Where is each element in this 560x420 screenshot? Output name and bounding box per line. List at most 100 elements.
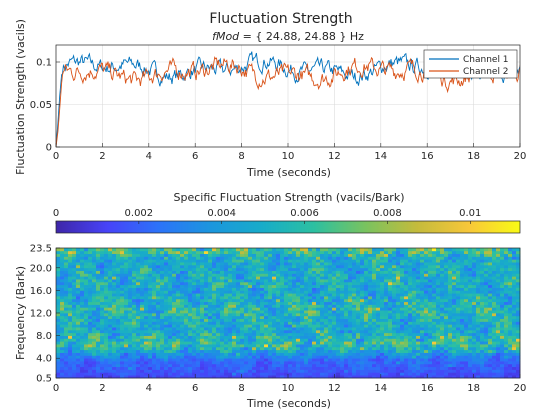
heatmap-cell <box>156 276 161 280</box>
heatmap-cell <box>132 290 137 294</box>
heatmap-cell <box>152 355 157 359</box>
heatmap-cell <box>292 318 297 322</box>
heatmap-cell <box>356 361 361 365</box>
heatmap-cell <box>456 375 461 379</box>
heatmap-cell <box>116 363 121 368</box>
heatmap-cell <box>156 318 161 322</box>
heatmap-cell <box>208 318 213 322</box>
heatmap-cell <box>244 324 249 328</box>
heatmap-cell <box>432 298 437 303</box>
heatmap-cell <box>240 344 245 348</box>
heatmap-cell <box>128 267 133 271</box>
heatmap-cell <box>324 369 329 373</box>
heatmap-cell <box>212 301 217 305</box>
heatmap-cell <box>460 332 465 336</box>
heatmap-cell <box>416 375 421 379</box>
heatmap-cell <box>356 341 361 345</box>
heatmap-cell <box>392 313 397 317</box>
heatmap-cell <box>160 284 165 288</box>
heatmap-cell <box>240 361 245 365</box>
heatmap-cell <box>72 259 77 263</box>
heatmap-cell <box>392 349 397 353</box>
heatmap-cell <box>84 284 89 288</box>
heatmap-cell <box>112 290 117 294</box>
heatmap-cell <box>352 281 357 286</box>
heatmap-cell <box>352 375 357 379</box>
heatmap-cell <box>64 313 69 317</box>
heatmap-cell <box>416 318 421 322</box>
heatmap-cell <box>432 279 437 283</box>
heatmap-cell <box>128 284 133 288</box>
heatmap-cell <box>60 284 65 288</box>
heatmap-cell <box>496 270 501 274</box>
heatmap-cell <box>320 344 325 348</box>
heatmap-cell <box>500 361 505 365</box>
heatmap-cell <box>384 349 389 353</box>
heatmap-cell <box>224 287 229 291</box>
heatmap-cell <box>140 366 145 370</box>
heatmap-cell <box>112 375 117 379</box>
heatmap-cell <box>80 284 85 288</box>
heatmap-cell <box>340 298 345 303</box>
heatmap-cell <box>128 324 133 328</box>
heatmap-cell <box>416 361 421 365</box>
heatmap-cell <box>404 355 409 359</box>
heatmap-cell <box>484 290 489 294</box>
heatmap-cell <box>428 346 433 351</box>
heatmap-cell <box>132 338 137 342</box>
heatmap-cell <box>200 321 205 325</box>
heatmap-cell <box>112 284 117 288</box>
heatmap-cell <box>112 262 117 266</box>
heatmap-cell <box>484 279 489 283</box>
heatmap-cell <box>108 335 113 339</box>
heatmap-cell <box>164 307 169 311</box>
heatmap-cell <box>144 281 149 286</box>
heatmap-cell <box>212 363 217 368</box>
heatmap-cell <box>424 296 429 300</box>
heatmap-cell <box>92 332 97 336</box>
heatmap-cell <box>256 329 261 334</box>
heatmap-cell <box>424 358 429 362</box>
heatmap-cell <box>220 307 225 311</box>
heatmap-cell <box>168 284 173 288</box>
heatmap-cell <box>344 346 349 351</box>
heatmap-cell <box>324 349 329 353</box>
heatmap-cell <box>480 344 485 348</box>
heatmap-cell <box>148 273 153 277</box>
colorbar-tick-label: 0.01 <box>459 208 481 219</box>
heatmap-cell <box>64 321 69 325</box>
heatmap-cell <box>292 307 297 311</box>
heatmap-cell <box>400 363 405 368</box>
heatmap-cell <box>280 270 285 274</box>
heatmap-cell <box>472 267 477 271</box>
heatmap-cell <box>308 366 313 370</box>
heatmap-cell <box>220 344 225 348</box>
heatmap-cell <box>196 298 201 303</box>
heatmap-cell <box>356 369 361 373</box>
heatmap-cell <box>108 273 113 277</box>
heatmap-cell <box>296 324 301 328</box>
heatmap-cell <box>92 267 97 271</box>
heatmap-cell <box>204 293 209 297</box>
heatmap-cell <box>64 298 69 303</box>
heatmap-cell <box>452 318 457 322</box>
heatmap-cell <box>268 341 273 345</box>
heatmap-cell <box>500 346 505 351</box>
heatmap-cell <box>312 273 317 277</box>
heatmap-cell <box>468 279 473 283</box>
heatmap-cell <box>292 346 297 351</box>
heatmap-cell <box>124 366 129 370</box>
heatmap-cell <box>276 338 281 342</box>
heatmap-cell <box>188 256 193 260</box>
heatmap-cell <box>480 276 485 280</box>
heatmap-cell <box>508 304 513 308</box>
heatmap-cell <box>308 349 313 353</box>
heatmap-cell <box>316 262 321 266</box>
heatmap-cell <box>400 293 405 297</box>
heatmap-cell <box>200 352 205 356</box>
heatmap-cell <box>88 315 93 320</box>
heatmap-cell <box>420 321 425 325</box>
heatmap-cell <box>424 262 429 266</box>
heatmap-cell <box>288 332 293 336</box>
heatmap-cell <box>512 327 517 331</box>
